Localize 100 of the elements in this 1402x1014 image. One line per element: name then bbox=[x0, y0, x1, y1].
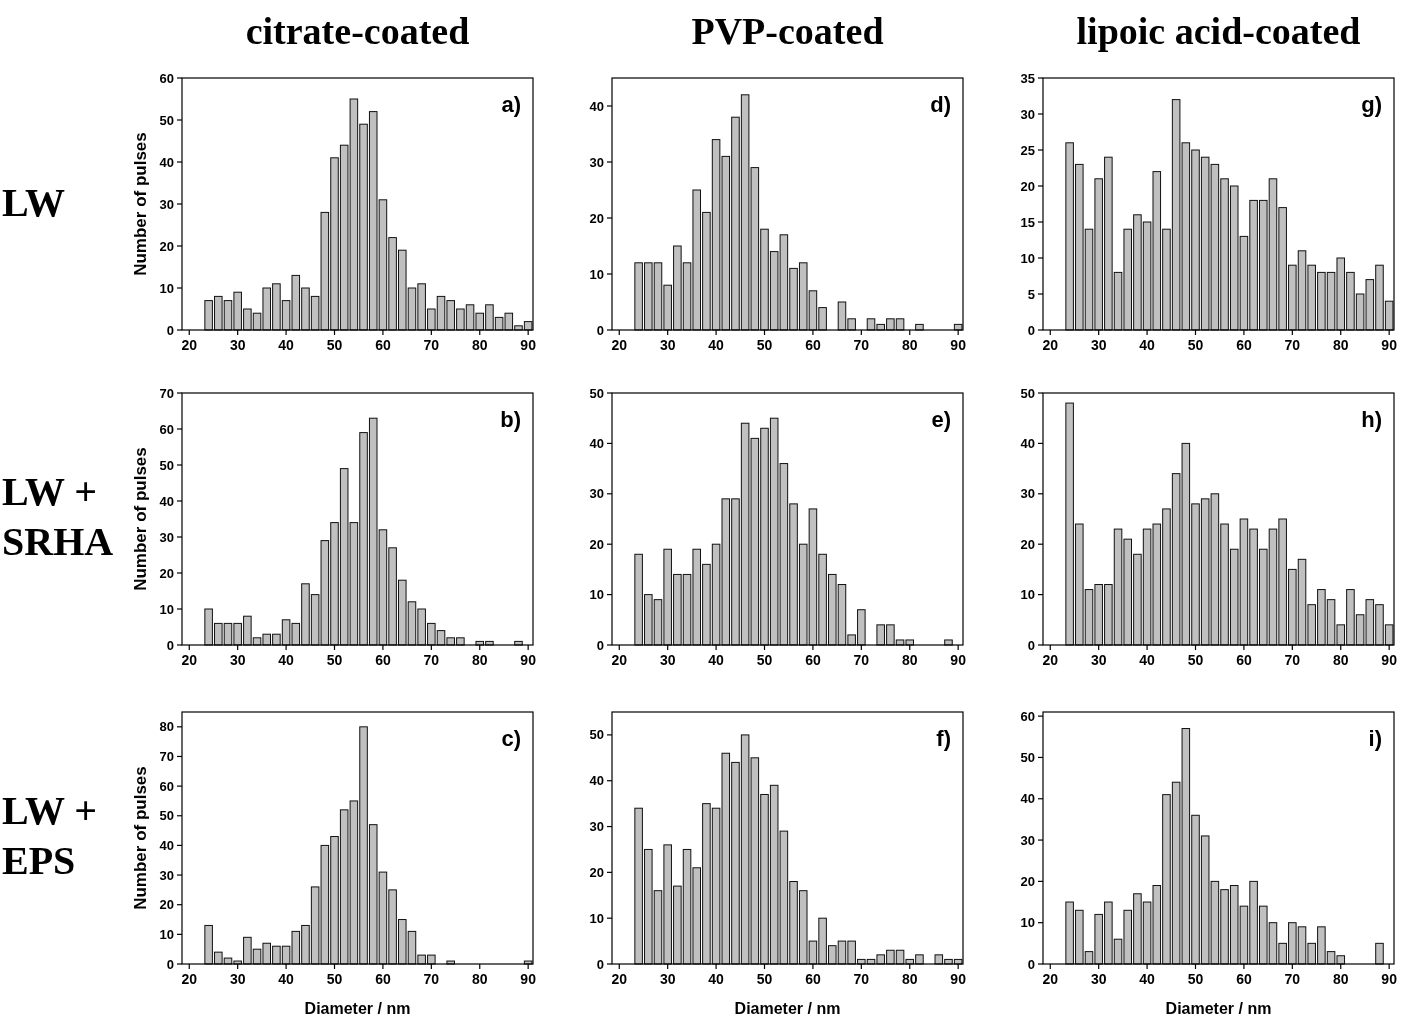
y-tick-label: 30 bbox=[589, 819, 604, 835]
x-tick-label: 30 bbox=[229, 652, 246, 668]
x-tick-label: 80 bbox=[901, 971, 918, 987]
y-tick-label: 30 bbox=[159, 196, 174, 212]
x-tick-label: 50 bbox=[756, 971, 773, 987]
y-tick-label: 0 bbox=[596, 322, 604, 338]
y-tick-label: 20 bbox=[159, 565, 174, 581]
y-tick-label: 0 bbox=[1027, 956, 1035, 972]
x-tick-label: 50 bbox=[326, 337, 343, 353]
x-tick-label: 40 bbox=[1139, 971, 1156, 987]
y-tick-label: 40 bbox=[159, 493, 174, 509]
text: LW bbox=[2, 180, 66, 225]
x-tick-label: 30 bbox=[659, 652, 676, 668]
y-tick-label: 30 bbox=[1020, 106, 1035, 122]
y-axis-title: Number of pulses bbox=[131, 447, 150, 591]
x-tick-label: 30 bbox=[1090, 652, 1107, 668]
y-tick-label: 10 bbox=[159, 280, 174, 296]
x-tick-label: 60 bbox=[805, 652, 821, 668]
x-tick-label: 40 bbox=[1139, 337, 1156, 353]
y-tick-label: 10 bbox=[159, 926, 174, 942]
y-tick-label: 20 bbox=[589, 536, 604, 552]
y-tick-label: 40 bbox=[589, 773, 604, 789]
y-tick-label: 10 bbox=[589, 266, 604, 282]
x-tick-label: 40 bbox=[708, 652, 725, 668]
y-tick-label: 35 bbox=[1020, 70, 1035, 86]
x-tick-label: 50 bbox=[1187, 652, 1204, 668]
x-tick-label: 40 bbox=[708, 971, 725, 987]
x-tick-label: 30 bbox=[229, 971, 246, 987]
y-tick-label: 20 bbox=[589, 210, 604, 226]
x-tick-label: 20 bbox=[1042, 652, 1059, 668]
y-tick-label: 0 bbox=[166, 322, 174, 338]
y-tick-label: 10 bbox=[1020, 250, 1035, 266]
y-tick-label: 70 bbox=[159, 385, 174, 401]
y-tick-label: 40 bbox=[1020, 791, 1035, 807]
x-tick-label: 90 bbox=[1381, 337, 1398, 353]
x-tick-label: 20 bbox=[181, 337, 198, 353]
x-tick-label: 40 bbox=[278, 337, 295, 353]
x-tick-label: 80 bbox=[901, 337, 918, 353]
x-tick-label: 80 bbox=[471, 971, 488, 987]
y-tick-label: 60 bbox=[159, 778, 174, 794]
x-tick-label: 60 bbox=[375, 652, 391, 668]
y-tick-label: 60 bbox=[159, 421, 174, 437]
x-tick-label: 70 bbox=[1284, 971, 1301, 987]
y-tick-label: 15 bbox=[1020, 214, 1035, 230]
y-tick-label: 0 bbox=[596, 637, 604, 653]
x-tick-label: 70 bbox=[853, 652, 870, 668]
y-axis-title: Number of pulses bbox=[131, 766, 150, 910]
y-tick-label: 0 bbox=[596, 956, 604, 972]
y-tick-label: 0 bbox=[166, 637, 174, 653]
x-tick-label: 40 bbox=[708, 337, 725, 353]
y-tick-label: 30 bbox=[589, 154, 604, 170]
annotation: b) bbox=[500, 407, 521, 432]
x-tick-label: 50 bbox=[756, 337, 773, 353]
x-axis-title: Diameter / nm bbox=[734, 1000, 841, 1014]
x-tick-label: 90 bbox=[1381, 652, 1398, 668]
x-tick-label: 50 bbox=[1187, 971, 1204, 987]
annotation: a) bbox=[501, 92, 521, 117]
x-axis-title: Diameter / nm bbox=[304, 1000, 411, 1014]
y-tick-label: 20 bbox=[1020, 873, 1035, 889]
annotation: h) bbox=[1361, 407, 1382, 432]
x-tick-label: 70 bbox=[423, 971, 440, 987]
y-tick-label: 10 bbox=[159, 601, 174, 617]
x-tick-label: 90 bbox=[950, 971, 967, 987]
x-tick-label: 70 bbox=[423, 652, 440, 668]
x-tick-label: 30 bbox=[1090, 971, 1107, 987]
y-tick-label: 40 bbox=[159, 837, 174, 853]
x-tick-label: 50 bbox=[326, 971, 343, 987]
x-tick-label: 30 bbox=[659, 337, 676, 353]
x-tick-label: 70 bbox=[423, 337, 440, 353]
text: LW + EPS bbox=[2, 788, 98, 883]
x-tick-label: 60 bbox=[375, 337, 391, 353]
x-tick-label: 20 bbox=[181, 971, 198, 987]
x-tick-label: 90 bbox=[520, 337, 537, 353]
y-tick-label: 30 bbox=[159, 529, 174, 545]
x-tick-label: 80 bbox=[1332, 971, 1349, 987]
y-tick-label: 20 bbox=[589, 864, 604, 880]
y-tick-label: 25 bbox=[1020, 142, 1035, 158]
y-tick-label: 50 bbox=[589, 727, 604, 743]
x-tick-label: 40 bbox=[1139, 652, 1156, 668]
x-tick-label: 60 bbox=[375, 971, 391, 987]
y-tick-label: 5 bbox=[1027, 286, 1035, 302]
y-tick-label: 10 bbox=[589, 910, 604, 926]
annotation: i) bbox=[1368, 726, 1382, 751]
x-tick-label: 70 bbox=[853, 971, 870, 987]
x-tick-label: 20 bbox=[1042, 337, 1059, 353]
x-tick-label: 60 bbox=[1236, 652, 1252, 668]
y-tick-label: 50 bbox=[159, 808, 174, 824]
y-tick-label: 10 bbox=[1020, 915, 1035, 931]
annotation: c) bbox=[501, 726, 521, 751]
x-tick-label: 50 bbox=[756, 652, 773, 668]
x-tick-label: 80 bbox=[1332, 337, 1349, 353]
y-tick-label: 50 bbox=[1020, 385, 1035, 401]
x-tick-label: 20 bbox=[611, 337, 628, 353]
chart-title: PVP-coated bbox=[691, 10, 884, 52]
y-tick-label: 70 bbox=[159, 748, 174, 764]
chart-title: citrate-coated bbox=[245, 10, 470, 52]
x-tick-label: 20 bbox=[611, 971, 628, 987]
x-tick-label: 80 bbox=[901, 652, 918, 668]
y-tick-label: 20 bbox=[159, 238, 174, 254]
x-tick-label: 90 bbox=[950, 337, 967, 353]
